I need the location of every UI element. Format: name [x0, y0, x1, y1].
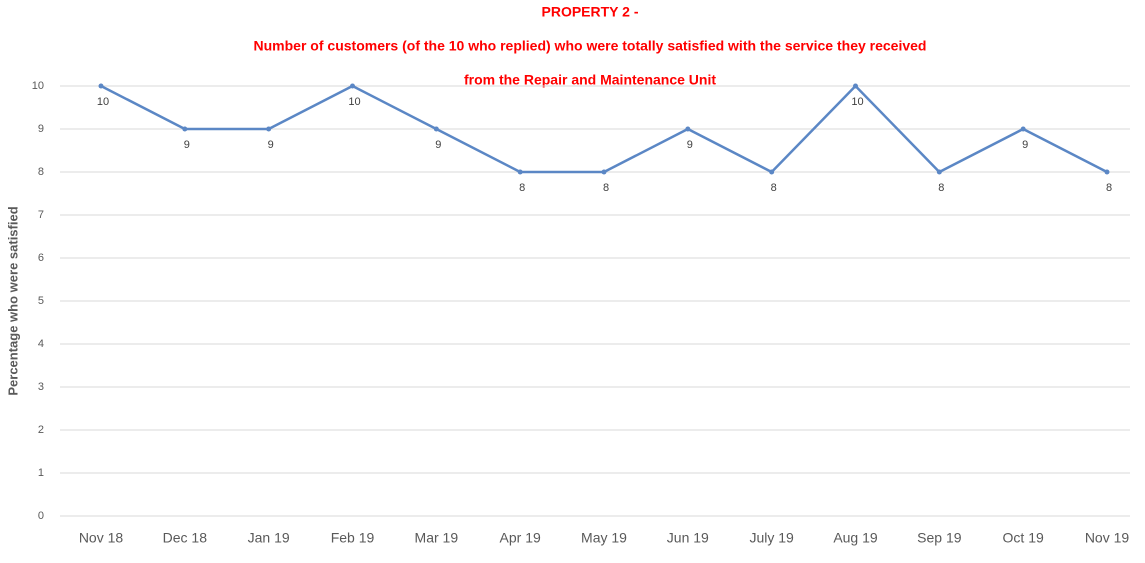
x-tick-label: Oct 19	[1003, 530, 1044, 546]
y-tick-label: 3	[38, 381, 44, 393]
y-tick-label: 9	[38, 123, 44, 135]
data-label: 8	[938, 182, 944, 194]
marker	[853, 83, 858, 89]
x-tick-label: Dec 18	[163, 530, 208, 546]
data-label: 10	[97, 96, 109, 108]
x-tick-label: Aug 19	[833, 530, 878, 546]
y-tick-label: 4	[38, 338, 44, 350]
x-tick-label: Sep 19	[917, 530, 962, 546]
x-tick-label: Mar 19	[415, 530, 459, 546]
x-tick-label: Jan 19	[248, 530, 290, 546]
marker	[601, 169, 607, 175]
chart-title: PROPERTY 2 -	[542, 4, 639, 20]
data-label: 9	[268, 139, 274, 151]
x-tick-label: Nov 18	[79, 530, 124, 546]
y-tick-label: 6	[38, 252, 44, 264]
marker	[685, 126, 691, 132]
data-label: 10	[851, 96, 863, 108]
marker	[266, 126, 272, 132]
data-label: 9	[435, 139, 441, 151]
data-label: 10	[348, 96, 360, 108]
marker	[1104, 169, 1110, 175]
chart-title: from the Repair and Maintenance Unit	[464, 72, 716, 88]
y-tick-label: 8	[38, 166, 44, 178]
x-tick-label: July 19	[749, 530, 794, 546]
y-tick-label: 1	[38, 467, 44, 479]
x-tick-label: Jun 19	[667, 530, 709, 546]
data-label: 8	[771, 182, 777, 194]
y-tick-label: 5	[38, 295, 44, 307]
y-tick-label: 2	[38, 424, 44, 436]
y-axis-label: Percentage who were satisfied	[5, 206, 20, 395]
data-label: 9	[1022, 139, 1028, 151]
data-label: 8	[1106, 182, 1112, 194]
marker	[98, 83, 104, 89]
marker	[433, 126, 439, 132]
marker	[936, 169, 942, 175]
data-label: 9	[184, 139, 190, 151]
marker	[350, 83, 355, 89]
marker	[182, 126, 188, 132]
chart-title: Number of customers (of the 10 who repli…	[254, 38, 927, 54]
x-tick-label: Nov 19	[1085, 530, 1130, 546]
x-tick-label: May 19	[581, 530, 627, 546]
marker	[517, 169, 523, 175]
x-tick-label: Feb 19	[331, 530, 375, 546]
x-tick-label: Apr 19	[500, 530, 541, 546]
data-label: 8	[519, 182, 525, 194]
y-tick-label: 10	[32, 80, 44, 92]
marker	[1020, 126, 1026, 132]
y-tick-label: 7	[38, 209, 44, 221]
y-tick-label: 0	[38, 510, 44, 522]
data-label: 8	[603, 182, 609, 194]
marker	[769, 169, 775, 175]
data-label: 9	[687, 139, 693, 151]
